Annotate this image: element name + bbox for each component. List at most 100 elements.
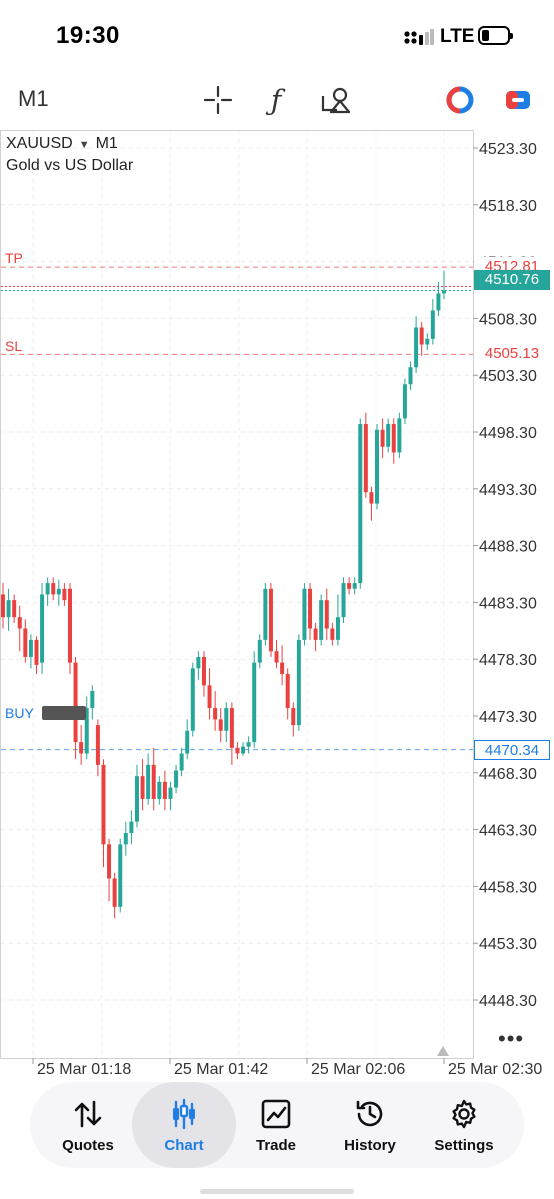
candle-body bbox=[302, 588, 307, 640]
status-time: 19:30 bbox=[56, 22, 120, 49]
candle-body bbox=[17, 617, 22, 629]
plot-frame bbox=[0, 130, 474, 1059]
candle-body bbox=[62, 588, 67, 601]
candle-body bbox=[84, 708, 89, 754]
y-tick-label: 4453.30 bbox=[479, 936, 537, 953]
y-tick-label: 4473.30 bbox=[479, 709, 537, 726]
candle-body bbox=[213, 708, 218, 720]
candle-body bbox=[274, 651, 279, 663]
candle-body bbox=[12, 600, 17, 618]
candle-body bbox=[319, 600, 324, 640]
candle-body bbox=[330, 628, 335, 640]
candle-body bbox=[146, 764, 151, 799]
candle-body bbox=[129, 821, 134, 834]
y-tick-label: 4523.30 bbox=[479, 141, 537, 158]
y-tick-label: 4518.30 bbox=[479, 198, 537, 215]
trade-chart-icon bbox=[261, 1099, 291, 1129]
chart-icon bbox=[173, 1098, 195, 1130]
candle-body bbox=[90, 691, 95, 709]
candle-body bbox=[280, 662, 285, 674]
candle-body bbox=[67, 588, 72, 663]
home-indicator bbox=[200, 1189, 354, 1194]
chart-area[interactable]: 4523.304518.304513.304508.304503.304498.… bbox=[0, 130, 554, 1080]
buy-label: BUY bbox=[5, 705, 34, 721]
chart-symbol: XAUUSD ▼ M1 bbox=[6, 135, 118, 153]
candle-body bbox=[375, 429, 380, 504]
candle-body bbox=[313, 628, 318, 640]
objects-icon[interactable] bbox=[318, 82, 354, 118]
symbol-name: XAUUSD bbox=[6, 135, 73, 152]
candle-body bbox=[101, 764, 106, 845]
buy-price-label: 4470.34 bbox=[474, 739, 550, 760]
current-price-label: 4510.76 bbox=[474, 270, 550, 291]
nav-settings[interactable]: Settings bbox=[416, 1082, 512, 1168]
chart-shift-marker bbox=[437, 1046, 449, 1056]
candle-body bbox=[190, 668, 195, 731]
signal-icon[interactable] bbox=[442, 82, 478, 118]
candle-body bbox=[436, 293, 441, 311]
candle-body bbox=[23, 628, 28, 657]
function-icon[interactable]: ƒ bbox=[270, 83, 282, 117]
x-tick-label: 25 Mar 01:18 bbox=[37, 1061, 131, 1078]
candle-body bbox=[218, 719, 223, 731]
candle-body bbox=[241, 746, 246, 754]
tp-label: TP bbox=[5, 250, 23, 266]
candle-body bbox=[28, 639, 33, 657]
candle-body bbox=[179, 753, 184, 771]
candle-body bbox=[285, 673, 290, 709]
candle-body bbox=[140, 776, 145, 799]
candle-body bbox=[268, 588, 273, 652]
y-tick-label: 4478.30 bbox=[479, 652, 537, 669]
candle-body bbox=[263, 588, 268, 640]
candle-body bbox=[207, 685, 212, 709]
nav-quotes[interactable]: Quotes bbox=[40, 1082, 136, 1168]
candle-body bbox=[419, 327, 424, 345]
timeframe-button[interactable]: M1 bbox=[18, 86, 49, 111]
candle-body bbox=[363, 424, 368, 493]
sl-label: SL bbox=[5, 338, 23, 354]
candle-body bbox=[229, 708, 234, 748]
candlestick-chart[interactable]: 4523.304518.304513.304508.304503.304498.… bbox=[0, 130, 554, 1080]
x-tick-label: 25 Mar 02:30 bbox=[448, 1061, 542, 1078]
nav-trade-label: Trade bbox=[255, 1137, 297, 1154]
candle-body bbox=[45, 583, 50, 595]
candle-body bbox=[397, 418, 402, 453]
candle-body bbox=[442, 290, 446, 294]
nav-quotes-label: Quotes bbox=[62, 1137, 114, 1154]
candle-body bbox=[40, 594, 45, 663]
nav-chart-label: Chart bbox=[164, 1137, 204, 1154]
battery-icon bbox=[478, 26, 513, 45]
candle-body bbox=[168, 787, 173, 799]
candle-body bbox=[324, 600, 329, 629]
nav-chart[interactable]: Chart bbox=[132, 1082, 236, 1168]
x-tick-label: 25 Mar 01:42 bbox=[174, 1061, 268, 1078]
y-tick-label: 4488.30 bbox=[479, 539, 537, 556]
candle-body bbox=[352, 583, 357, 589]
more-options-button[interactable]: ••• bbox=[498, 1026, 525, 1051]
candle-body bbox=[118, 844, 123, 907]
nav-trade[interactable]: Trade bbox=[228, 1082, 324, 1168]
candle-body bbox=[162, 781, 167, 799]
symbol-description: Gold vs US Dollar bbox=[6, 157, 134, 174]
candle-body bbox=[235, 747, 240, 754]
quotes-icon bbox=[74, 1100, 102, 1128]
sl-price-label: 4505.13 bbox=[474, 344, 550, 365]
candle-body bbox=[151, 764, 156, 799]
candle-body bbox=[34, 639, 39, 665]
candle-body bbox=[252, 662, 257, 743]
dropdown-triangle-icon[interactable]: ▼ bbox=[78, 139, 90, 151]
candle-body bbox=[296, 639, 301, 726]
candle-body bbox=[6, 600, 11, 618]
candle-body bbox=[157, 781, 162, 799]
candle-body bbox=[335, 617, 340, 640]
candle-body bbox=[107, 844, 112, 879]
crosshair-icon[interactable] bbox=[200, 82, 236, 118]
candle-body bbox=[196, 656, 201, 669]
candle-body bbox=[1, 594, 5, 618]
y-tick-label: 4498.30 bbox=[479, 425, 537, 442]
candle-body bbox=[246, 742, 251, 747]
trade-icon[interactable] bbox=[500, 82, 536, 118]
candle-body bbox=[369, 492, 374, 504]
candle-body bbox=[79, 742, 84, 754]
nav-history[interactable]: History bbox=[322, 1082, 418, 1168]
